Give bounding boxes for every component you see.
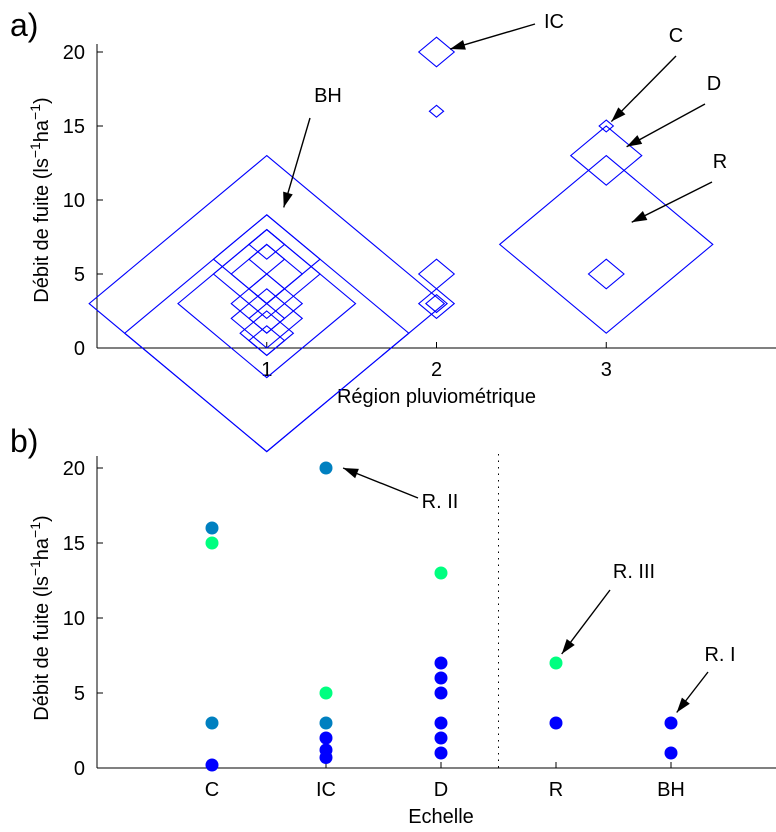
data-point [434, 656, 448, 670]
annotation-label: BH [314, 85, 342, 107]
diamond-marker [428, 104, 445, 118]
diamond-marker [212, 228, 321, 320]
y-tick-label: 20 [63, 458, 85, 480]
panel-a-label: a) [10, 7, 38, 43]
y-tick-label: 15 [63, 533, 85, 555]
annotation-label: R. II [422, 491, 459, 513]
panel-b-label: b) [10, 423, 38, 459]
diamond-marker [424, 294, 449, 314]
annotation-arrow-line [610, 55, 677, 123]
x-tick-label: D [434, 779, 448, 801]
data-point [434, 566, 448, 580]
data-point [434, 671, 448, 685]
diamond-marker [248, 302, 286, 334]
annotation-arrow-head [283, 191, 293, 208]
annotation-arrow-head [450, 40, 466, 50]
annotation-label: IC [544, 11, 564, 33]
diamond-marker [248, 228, 286, 260]
diamond-marker [417, 288, 456, 320]
data-point [205, 716, 219, 730]
data-point [434, 731, 448, 745]
annotation-arrow-line [283, 117, 311, 208]
diamond-marker [230, 288, 304, 349]
annotation-label: C [669, 25, 683, 47]
x-tick-label: IC [316, 779, 336, 801]
annotation-label: R. I [704, 644, 735, 666]
panel-b: b) 0 5 10 15 20 C IC D R BH Echelle Débit de fuite (… [10, 423, 776, 828]
y-axis-label: Débit de fuite (ls−1ha−1) [27, 515, 53, 720]
y-tick-label: 5 [74, 264, 85, 286]
diamond-marker [587, 258, 625, 290]
y-tick-label: 20 [63, 42, 85, 64]
data-point [434, 716, 448, 730]
annotation-arrow-head [626, 135, 643, 147]
data-point [205, 536, 219, 550]
y-tick-label: 15 [63, 116, 85, 138]
annotation-label: D [707, 73, 721, 95]
annotation-arrow-head [561, 639, 575, 654]
x-tick-label: C [205, 779, 219, 801]
y-tick-label: 5 [74, 683, 85, 705]
data-point [549, 716, 563, 730]
x-axis-label: Echelle [408, 806, 474, 828]
data-point [319, 686, 333, 700]
data-point [664, 746, 678, 760]
x-tick-label: 1 [261, 359, 272, 381]
panel-a: a) 0 5 10 15 20 1 2 3 Région pluviométrique Débit … [10, 7, 776, 453]
data-point [205, 758, 219, 772]
annotation-arrow-head [611, 107, 626, 122]
diamond-marker [417, 36, 456, 68]
x-tick-label: R [549, 779, 563, 801]
annotation-arrow-head [343, 468, 359, 479]
data-point [434, 686, 448, 700]
x-tick-label: 2 [431, 359, 442, 381]
x-axis-label: Région pluviométrique [337, 386, 536, 408]
data-point [205, 521, 219, 535]
data-point [319, 716, 333, 730]
annotation-arrow-head [676, 697, 690, 713]
annotation-label: R [713, 151, 727, 173]
data-point [319, 731, 333, 745]
diamond-marker [598, 119, 615, 133]
data-point [664, 716, 678, 730]
data-point [434, 746, 448, 760]
y-axis-label: Débit de fuite (ls−1ha−1) [27, 97, 53, 302]
diamond-marker [417, 258, 456, 290]
x-tick-label: BH [657, 779, 685, 801]
data-point [549, 656, 563, 670]
diamond-marker [498, 154, 714, 334]
diamond-marker [123, 214, 410, 453]
annotation-label: R. III [613, 561, 655, 583]
y-tick-label: 10 [63, 608, 85, 630]
y-tick-label: 0 [74, 758, 85, 780]
annotation-arrow-head [631, 211, 648, 223]
diamond-marker [177, 228, 357, 379]
diamond-marker [248, 325, 286, 357]
data-point [319, 461, 333, 475]
data-point [319, 751, 333, 764]
y-tick-label: 0 [74, 338, 85, 360]
x-tick-label: 3 [601, 359, 612, 381]
y-tick-label: 10 [63, 190, 85, 212]
